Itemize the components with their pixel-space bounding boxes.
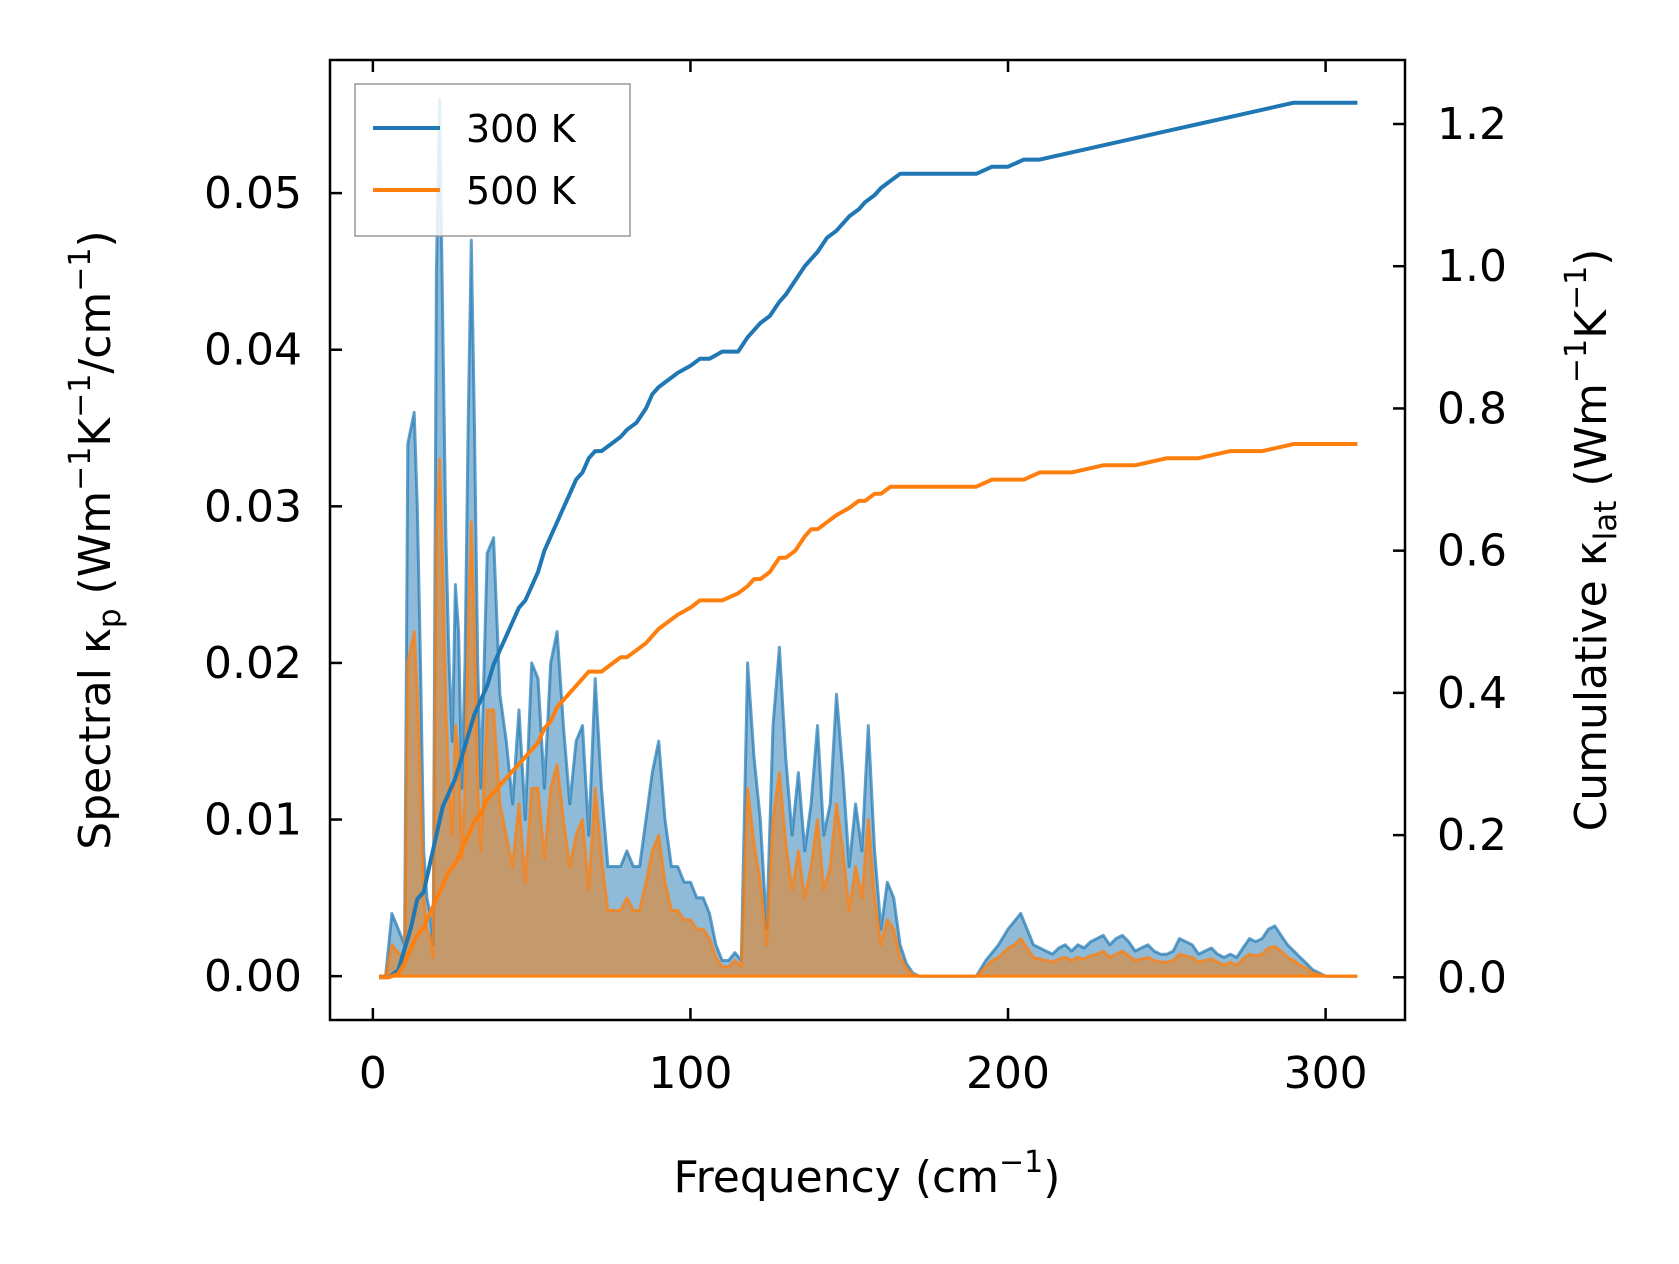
y-left-tick-label: 0.00: [204, 951, 302, 1002]
y-left-title-units-3: /cm: [70, 292, 121, 374]
y-left-tick-label: 0.04: [204, 325, 302, 376]
x-axis-title-end: ): [1043, 1152, 1060, 1203]
x-axis-title-sup: −1: [999, 1145, 1043, 1180]
legend-label-300k: 300 K: [466, 107, 577, 151]
y-left-title-sup-3: −1: [63, 247, 98, 291]
y-right-tick-label: 0.0: [1437, 952, 1507, 1003]
x-tick-label: 100: [648, 1048, 732, 1099]
y-right-tick-label: 0.6: [1437, 526, 1507, 577]
y-left-title-sup-1: −1: [63, 447, 98, 491]
tick-layer: 0 100 200 300 0.00 0.01 0.02 0.03 0.04 0.05 0.0 0.2…: [204, 60, 1507, 1099]
spectral-fill-500k: [379, 459, 1358, 977]
spectral-fill-layer: [379, 99, 1358, 977]
spectral-line-300k: [379, 97, 1358, 978]
y-left-title-prefix: Spectral κ: [70, 628, 121, 850]
y-left-title-sup-2: −1: [63, 374, 98, 418]
plot-frame: [328, 58, 1407, 1022]
y-right-tick-label: 1.2: [1437, 99, 1507, 150]
x-tick-label: 200: [966, 1048, 1050, 1099]
y-right-title-sup-2: −1: [1559, 266, 1594, 310]
y-left-tick-label: 0.05: [204, 168, 302, 219]
y-right-title-prefix: Cumulative κ: [1566, 540, 1617, 831]
y-left-tick-label: 0.02: [204, 638, 302, 689]
legend-box: [354, 83, 631, 237]
x-axis-title-main: Frequency (cm: [674, 1152, 1000, 1203]
y-right-title-end: ): [1566, 249, 1617, 266]
y-left-tick-label: 0.01: [204, 795, 302, 846]
y-left-title-units-1: (Wm: [70, 491, 121, 609]
y-right-title-sup-1: −1: [1559, 339, 1594, 383]
y-right-tick-label: 0.4: [1437, 668, 1507, 719]
x-axis-title: Frequency (cm−1): [674, 1145, 1061, 1203]
y-left-tick-label: 0.03: [204, 481, 302, 532]
legend-label-500k: 500 K: [466, 169, 577, 213]
spectral-line-500k: [379, 457, 1358, 978]
y-right-title-sub: lat: [1588, 501, 1624, 541]
y-right-title-units-2: K: [1566, 309, 1617, 339]
y-right-tick-label: 0.8: [1437, 383, 1507, 434]
y-right-title-units-1: (Wm: [1566, 383, 1617, 501]
y-left-axis-title: Spectral κp (Wm−1K−1/cm−1): [63, 230, 128, 849]
y-right-tick-label: 0.2: [1437, 810, 1507, 861]
y-left-title-end: ): [70, 230, 121, 247]
legend: 300 K 500 K: [354, 83, 631, 237]
cumulative-line-300k: [379, 100, 1358, 980]
y-left-title-units-2: K: [70, 417, 121, 447]
x-tick-label: 300: [1284, 1048, 1368, 1099]
y-right-tick-label: 1.0: [1437, 241, 1507, 292]
x-tick-label: 0: [359, 1048, 387, 1099]
y-right-axis-title: Cumulative κlat (Wm−1K−1): [1559, 249, 1624, 832]
series-line-layer: [379, 97, 1358, 980]
cumulative-line-500k: [379, 442, 1358, 980]
y-left-title-sub: p: [92, 608, 128, 628]
